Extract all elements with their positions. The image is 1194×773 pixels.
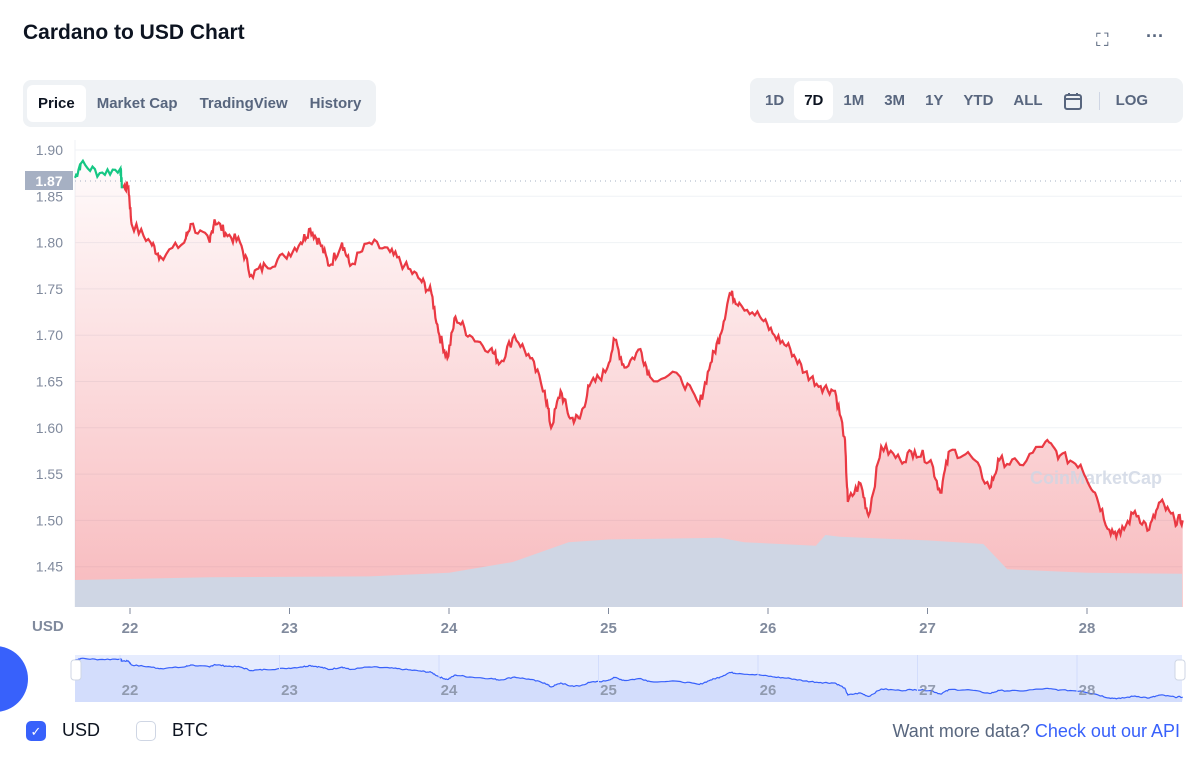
current-price-label: 1.87: [35, 173, 62, 189]
page-title: Cardano to USD Chart: [23, 21, 245, 44]
tab-market-cap[interactable]: Market Cap: [96, 95, 178, 112]
y-tick-label: 1.60: [36, 420, 63, 436]
log-toggle[interactable]: LOG: [1115, 92, 1149, 109]
btc-label: BTC: [172, 720, 208, 740]
navigator-handle-left[interactable]: [70, 659, 82, 681]
navigator-tick-label: 26: [760, 682, 777, 699]
range-7d[interactable]: 7D: [794, 81, 834, 120]
tab-price[interactable]: Price: [27, 85, 86, 122]
y-tick-label: 1.65: [36, 374, 63, 390]
currency-label: USD: [32, 618, 64, 635]
price-chart[interactable]: CoinMarketCap 1.87 USD 1.90 1.85 1.80 1.75 1…: [0, 0, 1194, 720]
y-tick-label: 1.55: [36, 466, 63, 482]
navigator-tick-label: 22: [122, 682, 139, 699]
x-tick-label: 28: [1079, 620, 1096, 637]
price-line-down: [121, 181, 1184, 542]
x-tick-label: 22: [122, 620, 139, 637]
y-tick-label: 1.85: [36, 188, 63, 204]
navigator-tick-label: 27: [919, 682, 936, 699]
range-1d[interactable]: 1D: [765, 92, 785, 109]
price-area-fill: [75, 160, 1183, 608]
divider: [1098, 91, 1100, 110]
volume-area: [75, 535, 1182, 607]
calendar-icon[interactable]: [1053, 80, 1093, 122]
range-1m[interactable]: 1M: [843, 92, 865, 109]
current-price-badge: [25, 171, 73, 190]
tab-history[interactable]: History: [309, 95, 362, 112]
tab-tradingview[interactable]: TradingView: [199, 95, 288, 112]
range-1y[interactable]: 1Y: [925, 92, 944, 109]
y-tick-label: 1.90: [36, 142, 63, 158]
navigator-tick-label: 28: [1079, 682, 1096, 699]
price-line-up: [73, 158, 124, 189]
range-ytd[interactable]: YTD: [963, 92, 994, 109]
api-link[interactable]: Check out our API: [1034, 721, 1180, 741]
legend-btc[interactable]: BTC: [136, 720, 208, 741]
x-tick-label: 26: [760, 620, 777, 637]
y-tick-label: 1.75: [36, 281, 63, 297]
api-text: Want more data?: [892, 721, 1030, 741]
usd-checkbox[interactable]: ✓: [26, 720, 46, 741]
watermark: CoinMarketCap: [1030, 468, 1162, 488]
range-selector: 1D 7D 1M 3M 1Y YTD ALL LOG: [750, 78, 1183, 123]
x-tick-label: 24: [441, 620, 458, 637]
usd-label: USD: [62, 720, 101, 740]
navigator-tick-label: 24: [441, 682, 458, 699]
range-all[interactable]: ALL: [1013, 92, 1043, 109]
btc-checkbox[interactable]: [136, 720, 156, 741]
y-tick-label: 1.50: [36, 512, 63, 528]
x-tick-label: 27: [919, 620, 936, 637]
y-tick-label: 1.80: [36, 235, 63, 251]
navigator-tick-label: 25: [600, 682, 617, 699]
range-3m[interactable]: 3M: [884, 92, 906, 109]
navigator-line: [74, 657, 1183, 700]
api-promo: Want more data? Check out our API: [892, 721, 1180, 742]
legend-usd[interactable]: ✓ USD: [26, 720, 100, 741]
more-icon[interactable]: ···: [1146, 26, 1164, 46]
chart-tabs: Price Market Cap TradingView History: [23, 80, 377, 127]
fullscreen-icon[interactable]: ⛶: [1096, 30, 1109, 50]
y-tick-label: 1.45: [36, 559, 63, 575]
y-tick-label: 1.70: [36, 327, 63, 343]
x-tick-label: 23: [281, 620, 298, 637]
navigator-handle-right[interactable]: [1174, 659, 1186, 681]
x-tick-label: 25: [600, 620, 617, 637]
navigator-tick-label: 23: [281, 682, 298, 699]
